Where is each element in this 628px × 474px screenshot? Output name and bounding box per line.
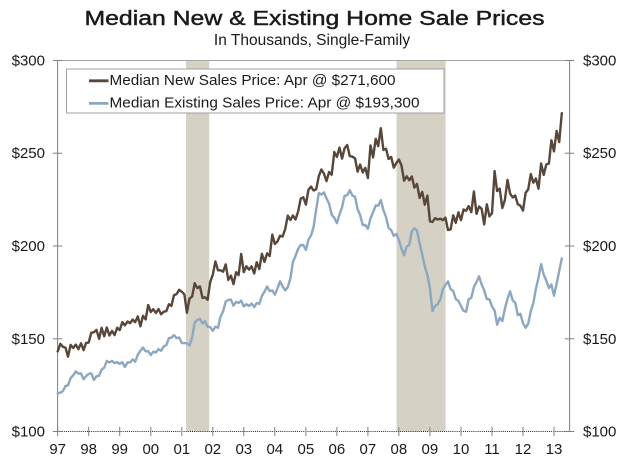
svg-text:$150: $150 xyxy=(12,331,45,348)
svg-text:00: 00 xyxy=(142,441,159,458)
svg-text:Median New & Existing Home Sal: Median New & Existing Home Sale Prices xyxy=(85,7,545,30)
svg-text:13: 13 xyxy=(546,441,563,458)
svg-text:Median Existing Sales Price: A: Median Existing Sales Price: Apr @ $193,… xyxy=(110,94,420,111)
svg-text:02: 02 xyxy=(204,441,221,458)
svg-text:07: 07 xyxy=(360,441,377,458)
svg-text:10: 10 xyxy=(453,441,470,458)
svg-text:06: 06 xyxy=(329,441,346,458)
svg-text:$250: $250 xyxy=(583,145,616,162)
svg-text:11: 11 xyxy=(484,441,500,458)
svg-text:$250: $250 xyxy=(12,145,45,162)
svg-text:03: 03 xyxy=(235,441,252,458)
svg-text:$100: $100 xyxy=(12,424,45,441)
svg-text:Median New Sales Price: Apr @: Median New Sales Price: Apr @ $271,600 xyxy=(110,72,396,89)
svg-text:$200: $200 xyxy=(583,238,616,255)
svg-text:09: 09 xyxy=(422,441,439,458)
svg-text:$200: $200 xyxy=(12,238,45,255)
svg-text:In Thousands, Single-Family: In Thousands, Single-Family xyxy=(214,32,410,49)
svg-text:$300: $300 xyxy=(12,53,45,70)
svg-text:98: 98 xyxy=(80,441,97,458)
svg-text:$300: $300 xyxy=(583,53,616,70)
svg-text:05: 05 xyxy=(298,441,315,458)
svg-text:$150: $150 xyxy=(583,331,616,348)
svg-text:$100: $100 xyxy=(583,424,616,441)
svg-text:12: 12 xyxy=(515,441,532,458)
svg-text:97: 97 xyxy=(49,441,66,458)
svg-text:01: 01 xyxy=(173,441,190,458)
svg-text:99: 99 xyxy=(111,441,128,458)
svg-text:08: 08 xyxy=(391,441,408,458)
svg-text:04: 04 xyxy=(266,441,283,458)
